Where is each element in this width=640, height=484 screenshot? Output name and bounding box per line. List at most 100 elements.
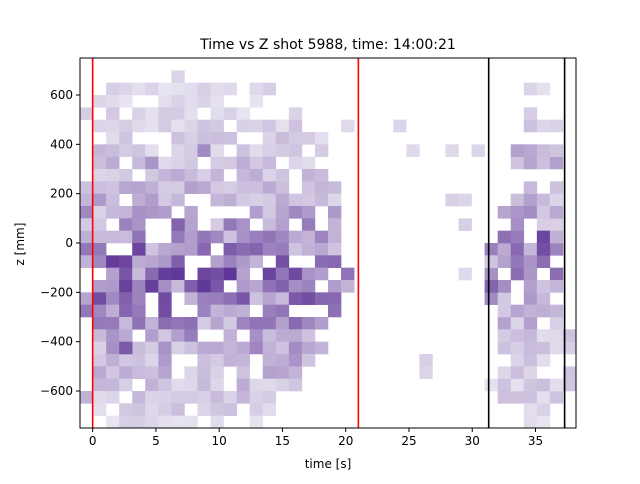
heatmap-cell bbox=[301, 354, 316, 367]
heatmap-cell bbox=[523, 415, 538, 429]
heatmap-cell bbox=[171, 132, 185, 145]
heatmap-cell bbox=[249, 378, 264, 392]
heatmap-cell bbox=[262, 292, 277, 305]
heatmap-cell bbox=[106, 292, 120, 305]
heatmap-cell bbox=[236, 292, 250, 305]
heatmap-cell bbox=[210, 415, 224, 429]
heatmap-cell bbox=[562, 341, 577, 355]
heatmap-cell bbox=[80, 243, 94, 256]
heatmap-cell bbox=[484, 255, 498, 268]
heatmap-cell bbox=[171, 280, 185, 293]
heatmap-cell bbox=[210, 317, 224, 330]
heatmap-cell bbox=[145, 354, 159, 367]
heatmap-cell bbox=[106, 169, 120, 182]
heatmap-cell bbox=[132, 415, 146, 429]
heatmap-cell bbox=[223, 243, 237, 256]
y-tick-label: −400 bbox=[40, 335, 73, 349]
heatmap-cell bbox=[484, 292, 498, 305]
heatmap-cell bbox=[119, 304, 133, 318]
heatmap-cell bbox=[562, 366, 577, 379]
heatmap-cell bbox=[132, 218, 146, 231]
heatmap-cell bbox=[249, 391, 264, 404]
x-tick-label: 20 bbox=[338, 434, 353, 448]
heatmap-cell bbox=[523, 243, 538, 256]
heatmap-cell bbox=[510, 329, 525, 342]
heatmap-cell bbox=[158, 107, 172, 120]
heatmap-cell bbox=[262, 132, 277, 145]
heatmap-cell bbox=[210, 366, 224, 379]
heatmap-cell bbox=[184, 230, 198, 244]
heatmap-cell bbox=[132, 107, 146, 120]
heatmap-cell bbox=[484, 243, 498, 256]
heatmap-cell bbox=[275, 169, 290, 182]
heatmap-cell bbox=[301, 243, 316, 256]
heatmap-cell bbox=[80, 218, 94, 231]
heatmap-cell bbox=[145, 82, 159, 96]
heatmap-cell bbox=[510, 391, 525, 404]
heatmap-cell bbox=[536, 119, 551, 133]
heatmap-cell bbox=[275, 243, 290, 256]
heatmap-cell bbox=[171, 243, 185, 256]
heatmap-cell bbox=[184, 218, 198, 231]
heatmap-cell bbox=[236, 230, 250, 244]
heatmap-cell bbox=[536, 415, 551, 429]
heatmap-cell bbox=[106, 304, 120, 318]
heatmap-cell bbox=[158, 119, 172, 133]
heatmap-cell bbox=[262, 218, 277, 231]
heatmap-cell bbox=[249, 292, 264, 305]
heatmap-cell bbox=[210, 218, 224, 231]
heatmap-cell bbox=[197, 181, 211, 194]
heatmap-cell bbox=[301, 292, 316, 305]
heatmap-cell bbox=[341, 119, 355, 133]
heatmap-cell bbox=[275, 218, 290, 231]
heatmap-cell bbox=[510, 255, 525, 268]
heatmap-cell bbox=[301, 156, 316, 170]
heatmap-cell bbox=[106, 82, 120, 96]
heatmap-cell bbox=[119, 82, 133, 96]
heatmap-cell bbox=[262, 366, 277, 379]
heatmap-cell bbox=[119, 181, 133, 194]
heatmap-cell bbox=[93, 230, 107, 244]
heatmap-cell bbox=[158, 317, 172, 330]
heatmap-cell bbox=[119, 415, 133, 429]
heatmap-cell bbox=[523, 267, 538, 281]
heatmap-cell bbox=[158, 354, 172, 367]
heatmap-cell bbox=[301, 329, 316, 342]
heatmap-cell bbox=[132, 403, 146, 416]
heatmap-cell bbox=[106, 255, 120, 268]
heatmap-cell bbox=[314, 169, 329, 182]
heatmap-cell bbox=[497, 317, 512, 330]
heatmap-cell bbox=[132, 391, 146, 404]
heatmap-cell bbox=[301, 230, 316, 244]
heatmap-cell bbox=[223, 218, 237, 231]
heatmap-cell bbox=[288, 156, 303, 170]
heatmap-cell bbox=[145, 243, 159, 256]
heatmap-cell bbox=[236, 378, 250, 392]
heatmap-cell bbox=[132, 230, 146, 244]
heatmap-cell bbox=[236, 317, 250, 330]
heatmap-cell bbox=[184, 292, 198, 305]
heatmap-cell bbox=[406, 144, 420, 157]
heatmap-cell bbox=[93, 181, 107, 194]
heatmap-cell bbox=[197, 169, 211, 182]
heatmap-cell bbox=[288, 317, 303, 330]
heatmap-cell bbox=[301, 169, 316, 182]
heatmap-cell bbox=[93, 366, 107, 379]
heatmap-cell bbox=[536, 193, 551, 207]
heatmap-cell bbox=[288, 341, 303, 355]
heatmap-cell bbox=[158, 243, 172, 256]
heatmap-cell bbox=[158, 366, 172, 379]
heatmap-cell bbox=[523, 280, 538, 293]
heatmap-cell bbox=[171, 230, 185, 244]
heatmap-cell bbox=[223, 304, 237, 318]
heatmap-cell bbox=[93, 169, 107, 182]
heatmap-cell bbox=[275, 255, 290, 268]
heatmap-cell bbox=[236, 119, 250, 133]
heatmap-cell bbox=[275, 292, 290, 305]
heatmap-cell bbox=[158, 378, 172, 392]
x-tick-label: 0 bbox=[89, 434, 97, 448]
heatmap-cell bbox=[497, 255, 512, 268]
heatmap-cell bbox=[510, 144, 525, 157]
heatmap-cell bbox=[236, 366, 250, 379]
